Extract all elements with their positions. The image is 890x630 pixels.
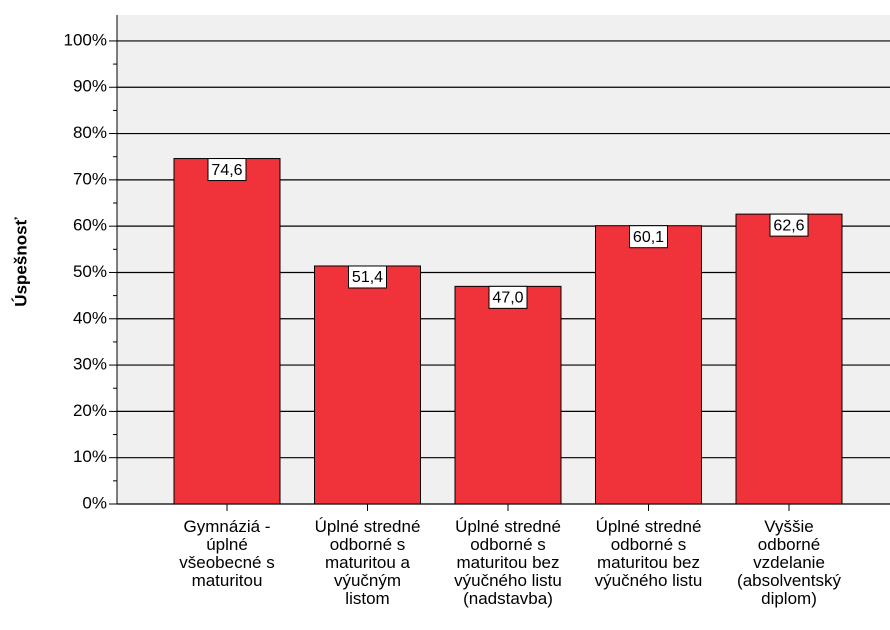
value-label-box (488, 285, 528, 309)
x-tick-label: Vyššie odborné vzdelanie (absolventský d… (737, 517, 841, 608)
x-tick-label: Úplné stredné odborné s maturitou a výuč… (314, 517, 421, 608)
x-tick-label: Úplné stredné odborné s maturitou bez vý… (454, 517, 562, 608)
bar (454, 285, 562, 505)
bar (173, 158, 281, 505)
bar (735, 213, 843, 505)
y-tick-label: 90% (73, 77, 107, 96)
y-tick-label: 0% (82, 493, 107, 512)
x-tick-label: Gymnáziá - úplné všeobecné s maturitou (179, 517, 275, 590)
value-label-box (629, 225, 668, 249)
value-label: 74,6 (211, 162, 242, 179)
y-tick-label: 10% (73, 447, 107, 466)
y-tick-label: 80% (73, 123, 107, 142)
y-tick-label: 40% (73, 308, 107, 327)
value-label: 60,1 (633, 229, 664, 246)
y-tick-label: 70% (73, 169, 107, 188)
y-axis-label: Úspešnosť (11, 216, 30, 306)
value-label: 47,0 (492, 290, 523, 307)
y-tick-label: 100% (64, 30, 107, 49)
value-label-box (348, 265, 387, 289)
y-tick-label: 30% (73, 355, 107, 374)
value-label: 51,4 (352, 269, 383, 286)
bar (314, 265, 421, 505)
x-tick-label: Úplné stredné odborné s maturitou bez vý… (594, 517, 703, 590)
y-tick-label: 50% (73, 262, 107, 281)
value-label: 62,6 (773, 217, 804, 234)
y-tick-label: 60% (73, 216, 107, 235)
bar (595, 225, 702, 505)
value-label-box (207, 158, 247, 182)
value-label-box (769, 213, 809, 237)
y-tick-label: 20% (73, 401, 107, 420)
